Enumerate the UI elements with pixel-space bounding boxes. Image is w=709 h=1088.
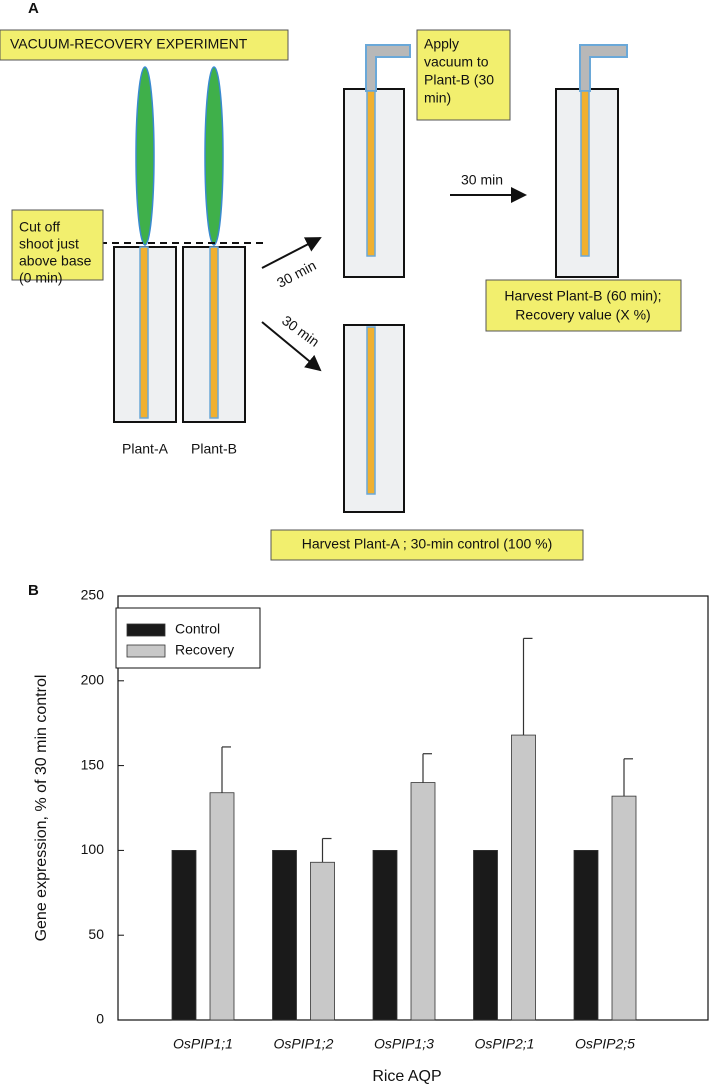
x-tick-label: OsPIP2;1 xyxy=(475,1036,535,1052)
error-bar xyxy=(221,746,231,793)
vacuum-tube xyxy=(579,44,628,92)
y-tick-label: 250 xyxy=(81,587,105,603)
legend-swatch xyxy=(126,644,166,658)
x-tick-label: OsPIP1;2 xyxy=(274,1036,334,1052)
bar xyxy=(310,861,335,1021)
note-line: shoot just xyxy=(19,236,79,252)
y-tick-label: 50 xyxy=(88,926,104,942)
stem xyxy=(580,90,590,257)
leaf xyxy=(135,66,155,246)
bar xyxy=(209,792,235,1021)
stem xyxy=(366,326,376,495)
x-tick-label: OsPIP1;1 xyxy=(173,1036,233,1052)
error-bar xyxy=(623,758,633,797)
stem xyxy=(366,90,376,257)
panel-title: VACUUM-RECOVERY EXPERIMENT xyxy=(10,36,248,52)
note-line: Cut off xyxy=(19,219,60,235)
panel-label: A xyxy=(28,0,39,17)
bar xyxy=(372,850,398,1021)
error-bar xyxy=(321,837,332,863)
note-box xyxy=(485,279,682,332)
stem xyxy=(209,246,219,419)
x-axis-label: Rice AQP xyxy=(372,1068,441,1085)
plant-label: Plant-B xyxy=(191,441,237,457)
bar xyxy=(410,782,436,1021)
note-line: Apply xyxy=(424,36,459,52)
legend-swatch xyxy=(126,623,166,637)
error-bar xyxy=(522,637,533,736)
vacuum-tube xyxy=(365,44,411,92)
leaf xyxy=(204,66,224,246)
note-box xyxy=(11,209,104,281)
y-axis-label: Gene expression, % of 30 min control xyxy=(33,675,50,942)
bar xyxy=(573,850,599,1021)
bar xyxy=(511,734,536,1021)
panel-label: B xyxy=(28,582,39,599)
y-tick-label: 0 xyxy=(96,1011,104,1027)
note-line: Plant-B (30 xyxy=(424,72,494,88)
error-bar xyxy=(422,753,432,783)
note-box xyxy=(416,29,511,121)
y-tick-label: 150 xyxy=(81,756,105,772)
panel-a: A VACUUM-RECOVERY EXPERIMENT Cut off sho… xyxy=(0,0,682,561)
bar xyxy=(171,850,197,1021)
plant-label: Plant-A xyxy=(122,441,169,457)
bar xyxy=(611,795,637,1021)
x-tick-label: OsPIP2;5 xyxy=(575,1036,635,1052)
bar xyxy=(473,850,498,1021)
arrow xyxy=(261,321,322,372)
x-tick-label: OsPIP1;3 xyxy=(374,1036,434,1052)
y-tick-label: 200 xyxy=(81,672,105,688)
arrow-label: 30 min xyxy=(279,312,322,350)
note-line: above base xyxy=(19,253,92,269)
note-line: Harvest Plant-B (60 min); xyxy=(504,288,661,304)
stem xyxy=(139,246,149,419)
legend-label: Recovery xyxy=(175,642,234,658)
note-line: vacuum to xyxy=(424,54,489,70)
note-line: Recovery value (X %) xyxy=(515,307,650,323)
bar xyxy=(272,850,297,1021)
arrow xyxy=(261,237,322,269)
note-box xyxy=(270,529,584,561)
y-tick-label: 100 xyxy=(81,841,105,857)
legend-box xyxy=(115,607,261,669)
legend-label: Control xyxy=(175,621,220,637)
note-line: (0 min) xyxy=(19,270,63,286)
note-line: Harvest Plant-A ; 30-min control (100 %) xyxy=(302,536,553,552)
title-box xyxy=(0,29,289,61)
panel-b: B Gene expression, % of 30 min control R… xyxy=(28,582,709,1085)
note-line: min) xyxy=(424,90,451,106)
arrow-label: 30 min xyxy=(274,257,319,291)
arrow-label: 30 min xyxy=(461,172,503,188)
